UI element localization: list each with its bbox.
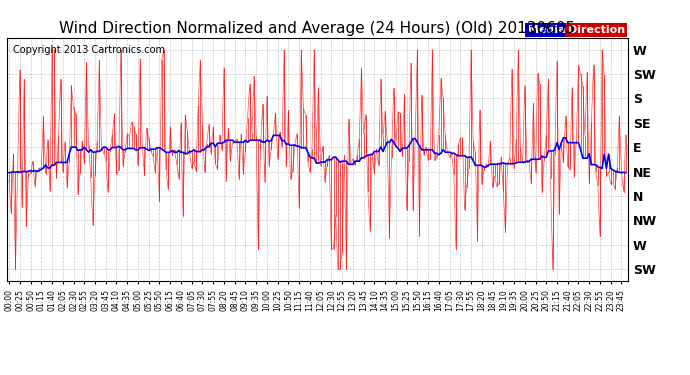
Text: Copyright 2013 Cartronics.com: Copyright 2013 Cartronics.com [13, 45, 165, 55]
Text: Median: Median [528, 25, 573, 35]
Text: Direction: Direction [568, 25, 625, 35]
Title: Wind Direction Normalized and Average (24 Hours) (Old) 20130605: Wind Direction Normalized and Average (2… [59, 21, 575, 36]
